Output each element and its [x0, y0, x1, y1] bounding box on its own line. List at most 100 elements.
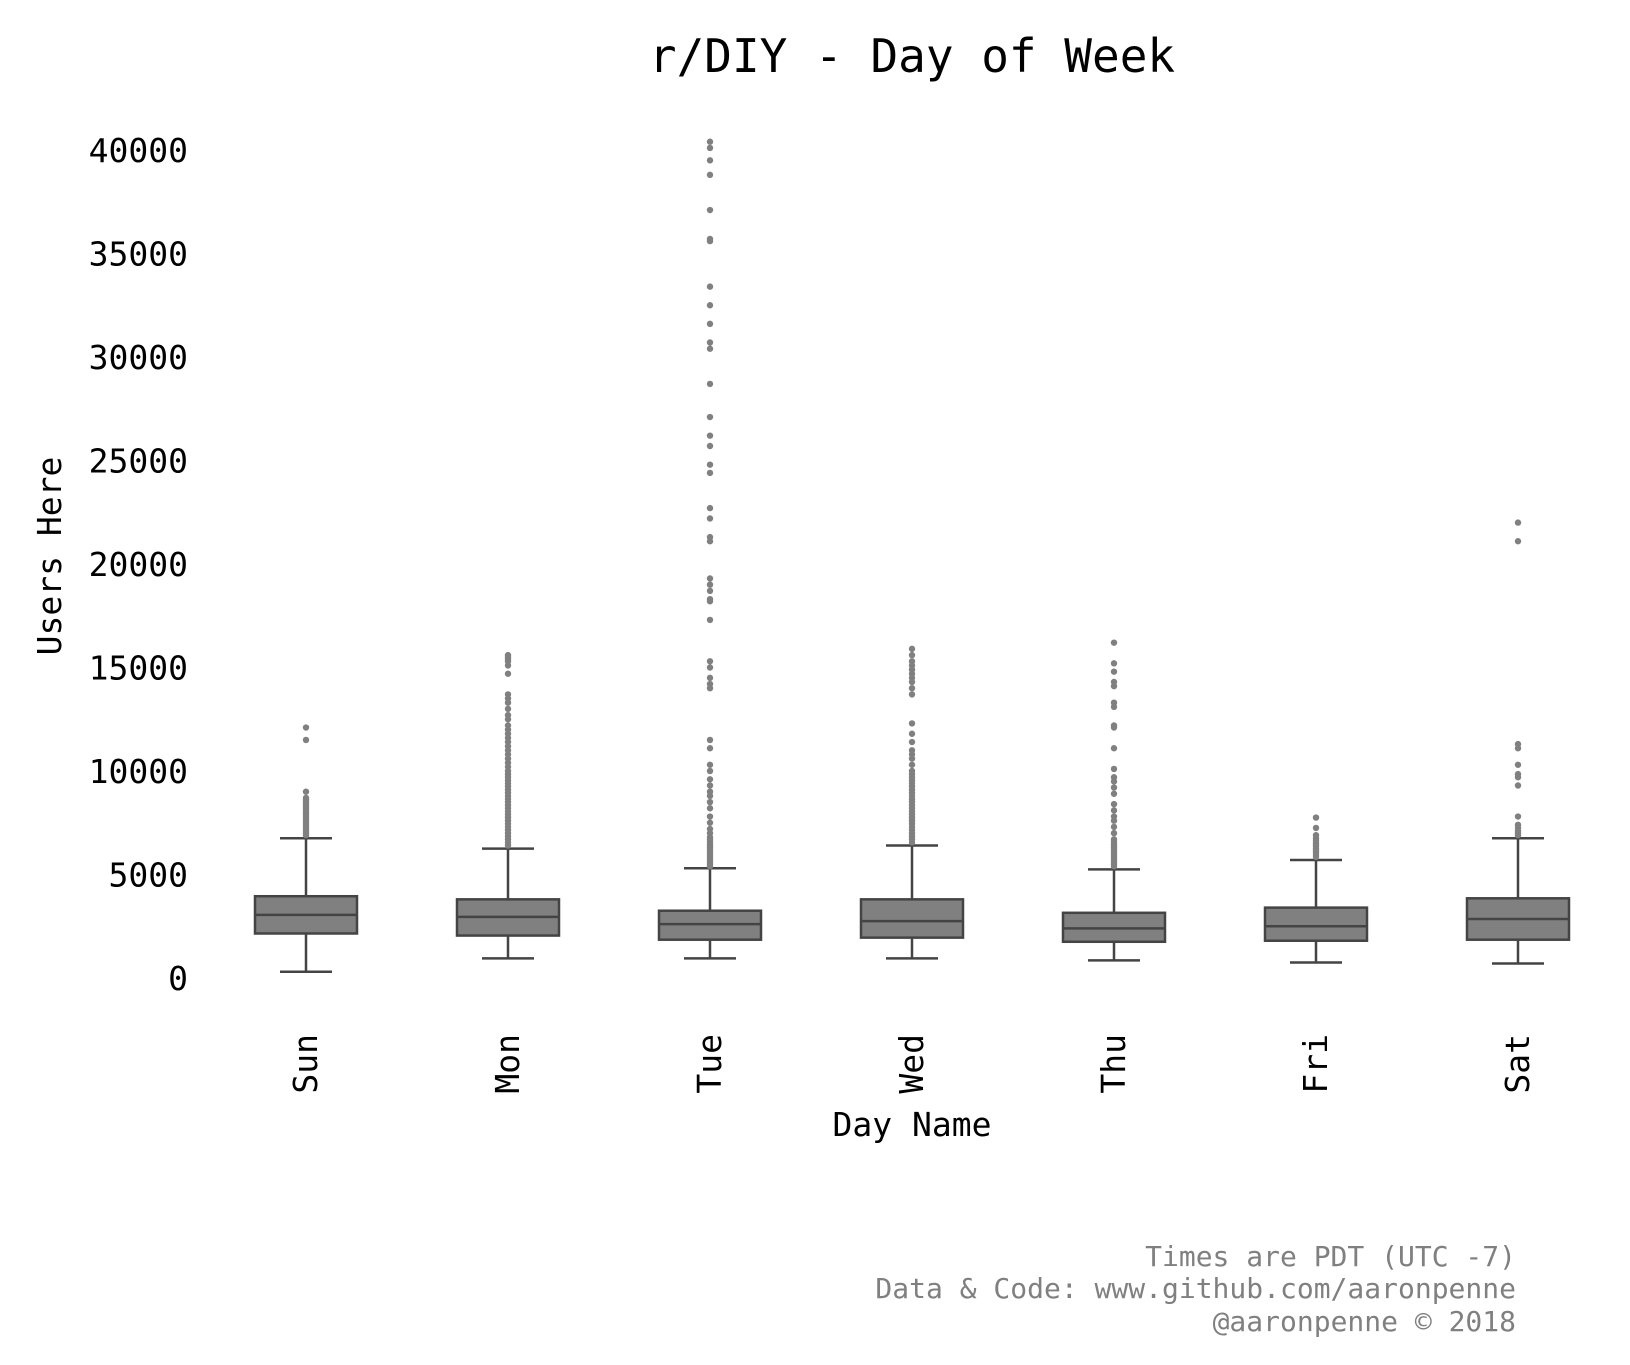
- credit-copyright: @aaronpenne © 2018: [1213, 1305, 1516, 1338]
- outlier-point: [1110, 639, 1118, 646]
- outlier-point: [706, 339, 714, 346]
- outlier-point: [706, 664, 714, 671]
- outlier-point: [302, 724, 310, 731]
- outlier-point: [1110, 790, 1118, 797]
- outlier-point: [1110, 660, 1118, 667]
- outlier-point: [706, 380, 714, 388]
- outlier-point: [302, 788, 310, 795]
- y-tick-label: 15000: [89, 649, 188, 688]
- outlier-point: [706, 680, 714, 688]
- outlier-point: [706, 461, 714, 468]
- outlier-point: [706, 283, 714, 290]
- x-tick-label: Sat: [1498, 1034, 1537, 1094]
- outlier-point: [1110, 699, 1118, 706]
- outlier-point: [1110, 784, 1118, 791]
- outlier-point: [706, 788, 714, 795]
- outlier-point: [706, 767, 714, 775]
- outlier-point: [1110, 745, 1118, 752]
- outlier-point: [1514, 519, 1522, 526]
- box-group: [859, 645, 965, 960]
- iqr-box: [1263, 906, 1369, 942]
- outlier-point: [706, 515, 714, 522]
- outlier-point: [706, 595, 714, 603]
- x-tick-label: Fri: [1296, 1034, 1335, 1094]
- x-tick-label: Wed: [892, 1034, 931, 1094]
- outlier-point: [706, 805, 714, 812]
- outlier-point: [706, 469, 714, 477]
- outlier-point: [1312, 824, 1320, 832]
- outlier-point: [908, 761, 916, 768]
- boxes: [253, 138, 1571, 974]
- outlier-point: [706, 432, 714, 439]
- outlier-point: [706, 819, 714, 826]
- outlier-point: [908, 645, 916, 653]
- x-axis-label: Day Name: [833, 1105, 992, 1144]
- outlier-point: [504, 670, 512, 677]
- y-tick-label: 25000: [89, 442, 188, 481]
- outlier-point: [1110, 765, 1118, 773]
- outlier-point: [1110, 722, 1118, 729]
- outlier-point: [1110, 668, 1118, 675]
- y-tick-label: 30000: [89, 338, 188, 377]
- outlier-point: [706, 581, 714, 588]
- outlier-point: [1110, 774, 1118, 781]
- y-tick-label: 5000: [109, 856, 188, 895]
- outlier-point: [1514, 538, 1522, 545]
- y-tick-label: 35000: [89, 235, 188, 274]
- y-axis-label: Users Here: [30, 457, 69, 656]
- x-axis-ticks: Sun Mon Tue Wed Thu Fri Sat: [286, 1034, 1537, 1094]
- outlier-point: [1514, 740, 1522, 748]
- outlier-point: [1514, 821, 1522, 829]
- outlier-point: [1514, 761, 1522, 768]
- outlier-point: [706, 587, 714, 595]
- outlier-point: [908, 691, 916, 698]
- outlier-point: [706, 813, 714, 820]
- x-tick-label: Mon: [488, 1034, 527, 1094]
- outlier-point: [504, 722, 512, 729]
- outlier-point: [706, 736, 714, 744]
- chart-title: r/DIY - Day of Week: [649, 29, 1175, 83]
- outlier-point: [706, 345, 714, 352]
- outlier-point: [908, 738, 916, 746]
- outlier-point: [706, 674, 714, 682]
- outlier-point: [908, 720, 916, 727]
- box-group: [1465, 519, 1571, 965]
- y-tick-label: 20000: [89, 545, 188, 584]
- outlier-point: [1110, 836, 1118, 843]
- box-group: [455, 651, 561, 960]
- outlier-point: [1312, 831, 1320, 839]
- credit-timezone: Times are PDT (UTC -7): [1145, 1240, 1516, 1273]
- outlier-point: [908, 767, 916, 775]
- outlier-point: [1514, 782, 1522, 789]
- outlier-point: [706, 776, 714, 783]
- outlier-point: [706, 745, 714, 752]
- box-group: [253, 724, 359, 974]
- outlier-point: [1312, 814, 1320, 821]
- outlier-point: [706, 761, 714, 768]
- box-group: [657, 138, 763, 960]
- outlier-point: [706, 575, 714, 582]
- outlier-point: [706, 825, 714, 833]
- outlier-point: [908, 747, 916, 754]
- y-tick-label: 10000: [89, 752, 188, 791]
- outlier-point: [706, 138, 714, 145]
- outlier-point: [1514, 770, 1522, 778]
- outlier-point: [706, 504, 714, 512]
- outlier-point: [706, 442, 714, 450]
- x-tick-label: Thu: [1094, 1034, 1133, 1094]
- y-axis-ticks: 0 5000 10000 15000 20000 25000 30000 35000 40000: [89, 131, 188, 998]
- outlier-point: [302, 794, 310, 802]
- outlier-point: [706, 320, 714, 328]
- outlier-point: [504, 651, 512, 659]
- outlier-point: [908, 658, 916, 665]
- iqr-box: [859, 898, 965, 939]
- box-group: [1263, 814, 1369, 964]
- outlier-point: [302, 736, 310, 744]
- outlier-point: [706, 658, 714, 665]
- outlier-point: [706, 302, 714, 309]
- credit-source: Data & Code: www.github.com/aaronpenne: [875, 1272, 1516, 1305]
- outlier-point: [504, 705, 512, 713]
- outlier-point: [1110, 678, 1118, 686]
- outlier-point: [908, 730, 916, 737]
